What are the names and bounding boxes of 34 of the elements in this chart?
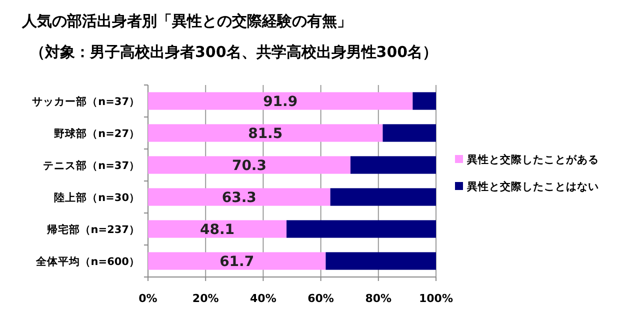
x-tick-label: 80% — [365, 292, 392, 305]
bar — [148, 252, 326, 270]
bar — [148, 124, 383, 142]
legend-label: 異性と交際したことはない — [466, 180, 599, 193]
legend-label: 異性と交際したことがある — [466, 153, 599, 166]
title: 人気の部活出身者別「異性との交際経験の有無」 — [22, 12, 352, 30]
bar — [330, 188, 436, 206]
y-tick-label: 帰宅部（n=237） — [46, 223, 140, 236]
bar — [286, 220, 436, 238]
y-tick-label: サッカー部（n=37） — [32, 95, 140, 108]
y-tick-label: 野球部（n=27） — [54, 127, 140, 140]
data-label: 81.5 — [248, 126, 283, 142]
y-tick-label: 全体平均（n=600） — [34, 255, 140, 268]
bar — [148, 220, 287, 238]
x-tick-label: 100% — [419, 292, 453, 305]
x-tick-label: 20% — [192, 292, 219, 305]
data-label: 61.7 — [220, 254, 254, 270]
bar — [382, 124, 436, 142]
x-tick-label: 0% — [138, 292, 158, 305]
data-label: 70.3 — [232, 158, 267, 174]
x-tick-label: 40% — [250, 292, 276, 305]
bar — [148, 92, 413, 110]
bar — [412, 92, 436, 110]
data-label: 63.3 — [222, 190, 256, 206]
data-label: 48.1 — [200, 222, 235, 238]
bar — [148, 156, 350, 174]
subtitle: （対象：男子高校出身者300名、共学高校出身男性300名） — [30, 43, 438, 61]
x-tick-label: 60% — [308, 292, 334, 305]
y-tick-label: 陸上部（n=30） — [54, 191, 140, 204]
data-label: 91.9 — [263, 94, 298, 110]
y-tick-label: テニス部（n=37） — [43, 159, 140, 172]
bar — [148, 188, 330, 206]
bar — [350, 156, 436, 174]
bar — [326, 252, 436, 270]
